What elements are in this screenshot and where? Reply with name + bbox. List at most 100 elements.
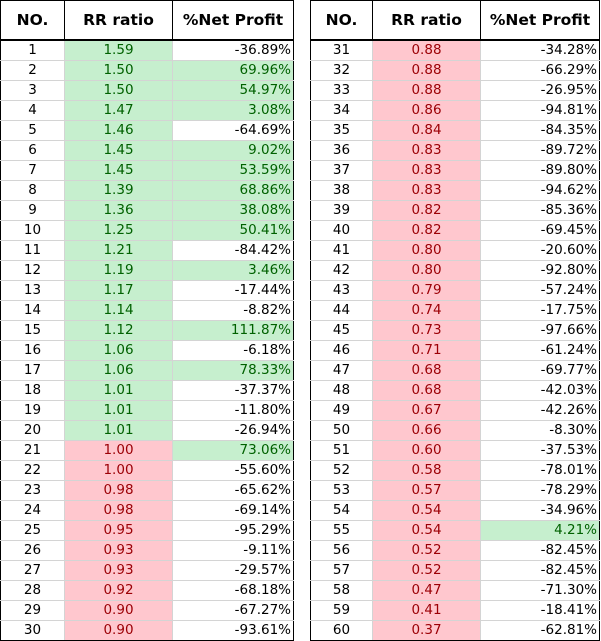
table-row: 1 1.59 -36.89%	[0, 39, 294, 61]
rr-ratio-cell: 0.58	[372, 460, 481, 481]
net-profit-cell: -64.69%	[172, 120, 294, 141]
rr-ratio-cell: 0.41	[372, 600, 481, 621]
rr-ratio-cell: 0.86	[372, 100, 481, 121]
net-profit-cell: -89.80%	[480, 160, 600, 181]
row-number: 21	[0, 440, 65, 461]
table-row: 36 0.83 -89.72%	[310, 140, 600, 161]
rr-ratio-cell: 0.47	[372, 580, 481, 601]
row-number: 11	[0, 240, 65, 261]
row-number: 3	[0, 80, 65, 101]
header-net-profit: %Net Profit	[480, 0, 600, 41]
net-profit-cell: -67.27%	[172, 600, 294, 621]
net-profit-cell: -97.66%	[480, 320, 600, 341]
table-row: 53 0.57 -78.29%	[310, 480, 600, 501]
row-number: 44	[310, 300, 373, 321]
table-row: 11 1.21 -84.42%	[0, 240, 294, 261]
row-number: 54	[310, 500, 373, 521]
net-profit-cell: 54.97%	[172, 80, 294, 101]
net-profit-cell: -93.61%	[172, 620, 294, 641]
table-row: 42 0.80 -92.80%	[310, 260, 600, 281]
row-number: 29	[0, 600, 65, 621]
table-left: NO. RR ratio %Net Profit 1 1.59 -36.89% 2 1.…	[0, 0, 294, 641]
net-profit-cell: 53.59%	[172, 160, 294, 181]
net-profit-cell: -92.80%	[480, 260, 600, 281]
table-row: 31 0.88 -34.28%	[310, 39, 600, 61]
row-number: 20	[0, 420, 65, 441]
row-number: 7	[0, 160, 65, 181]
net-profit-cell: 4.21%	[480, 520, 600, 541]
net-profit-cell: -65.62%	[172, 480, 294, 501]
net-profit-cell: -29.57%	[172, 560, 294, 581]
row-number: 42	[310, 260, 373, 281]
row-number: 24	[0, 500, 65, 521]
header-rr-ratio: RR ratio	[372, 0, 481, 41]
rr-ratio-cell: 0.71	[372, 340, 481, 361]
net-profit-cell: 3.08%	[172, 100, 294, 121]
row-number: 39	[310, 200, 373, 221]
row-number: 10	[0, 220, 65, 241]
net-profit-cell: -95.29%	[172, 520, 294, 541]
row-number: 14	[0, 300, 65, 321]
net-profit-cell: -34.28%	[480, 39, 600, 61]
table-row: 9 1.36 38.08%	[0, 200, 294, 221]
rr-ratio-cell: 1.14	[64, 300, 173, 321]
table-row: 17 1.06 78.33%	[0, 360, 294, 381]
rr-ratio-cell: 1.12	[64, 320, 173, 341]
table-row: 43 0.79 -57.24%	[310, 280, 600, 301]
row-number: 50	[310, 420, 373, 441]
rr-ratio-cell: 1.06	[64, 340, 173, 361]
net-profit-cell: 68.86%	[172, 180, 294, 201]
row-number: 25	[0, 520, 65, 541]
table-row: 26 0.93 -9.11%	[0, 540, 294, 561]
row-number: 47	[310, 360, 373, 381]
net-profit-cell: -11.80%	[172, 400, 294, 421]
table-row: 56 0.52 -82.45%	[310, 540, 600, 561]
table-row: 54 0.54 -34.96%	[310, 500, 600, 521]
table-row: 51 0.60 -37.53%	[310, 440, 600, 461]
table-row: 7 1.45 53.59%	[0, 160, 294, 181]
rr-ratio-cell: 0.90	[64, 600, 173, 621]
net-profit-cell: -20.60%	[480, 240, 600, 261]
rr-ratio-cell: 1.01	[64, 400, 173, 421]
row-number: 31	[310, 39, 373, 61]
net-profit-cell: -9.11%	[172, 540, 294, 561]
header-no: NO.	[310, 0, 373, 41]
table-row: 34 0.86 -94.81%	[310, 100, 600, 121]
table-row: 24 0.98 -69.14%	[0, 500, 294, 521]
net-profit-cell: 50.41%	[172, 220, 294, 241]
rr-ratio-cell: 0.37	[372, 620, 481, 641]
rr-ratio-cell: 0.92	[64, 580, 173, 601]
net-profit-cell: -89.72%	[480, 140, 600, 161]
net-profit-cell: -82.45%	[480, 560, 600, 581]
row-number: 59	[310, 600, 373, 621]
rr-ratio-cell: 0.57	[372, 480, 481, 501]
row-number: 55	[310, 520, 373, 541]
row-number: 41	[310, 240, 373, 261]
row-number: 27	[0, 560, 65, 581]
net-profit-cell: -55.60%	[172, 460, 294, 481]
row-number: 22	[0, 460, 65, 481]
net-profit-cell: 38.08%	[172, 200, 294, 221]
row-number: 33	[310, 80, 373, 101]
row-number: 52	[310, 460, 373, 481]
table-row: 48 0.68 -42.03%	[310, 380, 600, 401]
rr-ratio-cell: 0.93	[64, 560, 173, 581]
net-profit-cell: 78.33%	[172, 360, 294, 381]
table-row: 58 0.47 -71.30%	[310, 580, 600, 601]
table-row: 38 0.83 -94.62%	[310, 180, 600, 201]
net-profit-cell: -71.30%	[480, 580, 600, 601]
rr-ratio-cell: 1.00	[64, 460, 173, 481]
row-number: 53	[310, 480, 373, 501]
rr-ratio-cell: 0.98	[64, 500, 173, 521]
net-profit-cell: -37.53%	[480, 440, 600, 461]
row-number: 2	[0, 60, 65, 81]
row-number: 1	[0, 39, 65, 61]
row-number: 46	[310, 340, 373, 361]
row-number: 45	[310, 320, 373, 341]
row-number: 38	[310, 180, 373, 201]
table-row: 27 0.93 -29.57%	[0, 560, 294, 581]
net-profit-cell: -42.03%	[480, 380, 600, 401]
net-profit-cell: -6.18%	[172, 340, 294, 361]
row-number: 9	[0, 200, 65, 221]
table-right: NO. RR ratio %Net Profit 31 0.88 -34.28% 32…	[310, 0, 600, 641]
